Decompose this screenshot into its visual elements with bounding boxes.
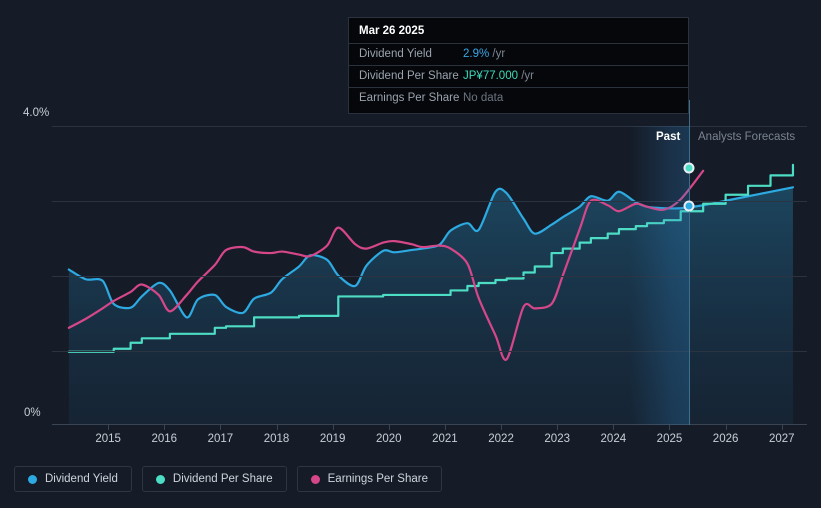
y-axis-label-min: 0% (24, 407, 41, 419)
legend-dot-icon (310, 474, 320, 484)
tooltip-row-value: No data (463, 92, 504, 104)
dividend-yield-area-fill (68, 187, 793, 425)
x-axis-tick-2019 (332, 425, 334, 430)
x-axis-tick-2025 (669, 425, 671, 430)
gridline-3-0 (52, 201, 807, 202)
x-axis-tick-2018 (276, 425, 278, 430)
x-axis-tick-2017 (220, 425, 222, 430)
legend-dot-icon (155, 474, 165, 484)
x-axis-label-2026: 2026 (712, 433, 739, 445)
x-axis-label-2023: 2023 (544, 433, 570, 445)
tooltip-rows: Dividend Yield 2.9% /yr Dividend Per Share… (349, 43, 688, 109)
x-axis-label-2025: 2025 (656, 433, 683, 445)
x-axis-label-2018: 2018 (263, 433, 290, 445)
data-tooltip: Mar 26 2025 Dividend Yield 2.9% /yr Divide… (348, 17, 689, 114)
forecast-divider-line (689, 100, 690, 425)
series-lines (67, 163, 795, 361)
x-axis-tick-2020 (388, 425, 390, 430)
tooltip-row: Dividend Yield 2.9% /yr (349, 43, 688, 65)
chart-plot-area (52, 126, 807, 425)
dividend-yield-marker (683, 200, 695, 212)
tooltip-date: Mar 26 2025 (359, 25, 425, 37)
x-axis-label-2016: 2016 (151, 433, 178, 445)
x-axis-label-2021: 2021 (432, 433, 458, 445)
gridline-0 (52, 424, 807, 425)
y-axis-label-max: 4.0% (23, 107, 50, 119)
x-axis-tick-2024 (613, 425, 615, 430)
tooltip-row-label: Dividend Yield (359, 48, 432, 60)
x-axis-tick-2026 (725, 425, 727, 430)
gridline-2-0 (52, 276, 807, 277)
earnings-per-share-line (67, 169, 705, 361)
x-axis-label-2024: 2024 (600, 433, 627, 445)
x-axis-label-2027: 2027 (768, 433, 795, 445)
tooltip-row: Earnings Per Share No data (349, 87, 688, 109)
legend-item-dividend-per-share[interactable]: Dividend Per Share (141, 466, 287, 492)
tooltip-row: Dividend Per Share JP¥77.000 /yr (349, 65, 688, 87)
chart-legend: Dividend Yield Dividend Per Share Earnings… (14, 466, 442, 492)
tooltip-row-label: Earnings Per Share (359, 92, 460, 104)
tooltip-row-value: 2.9% /yr (463, 48, 506, 60)
legend-item-label: Earnings Per Share (327, 473, 428, 485)
x-axis-tick-2023 (557, 425, 559, 430)
tooltip-row-value: JP¥77.000 /yr (463, 70, 534, 82)
dividend-yield-line (67, 186, 795, 319)
tooltip-row-label: Dividend Per Share (359, 70, 459, 82)
x-axis-tick-2021 (444, 425, 446, 430)
x-axis-tick-2027 (781, 425, 783, 430)
x-axis-label-2019: 2019 (319, 433, 346, 445)
legend-dot-icon (28, 474, 37, 484)
x-axis-tick-2016 (164, 425, 166, 430)
gridline-4-0 (52, 126, 807, 127)
legend-item-earnings-per-share[interactable]: Earnings Per Share (296, 466, 442, 492)
x-axis-label-2015: 2015 (95, 433, 121, 445)
legend-item-label: Dividend Yield (45, 473, 118, 485)
dividend-yield-area (68, 187, 793, 425)
series-canvas (67, 163, 795, 425)
legend-item-dividend-yield[interactable]: Dividend Yield (14, 466, 132, 492)
x-axis-label-2017: 2017 (207, 433, 234, 445)
x-axis-tick-2022 (501, 425, 503, 430)
x-axis-tick-2015 (108, 425, 110, 430)
x-axis-label-2022: 2022 (488, 433, 514, 445)
analysts-forecasts-label: Analysts Forecasts (698, 131, 796, 143)
dividend-per-share-line (67, 163, 795, 353)
dividend-per-share-marker (683, 162, 695, 174)
gridline-1-0 (52, 351, 807, 352)
x-axis: 2015 2016 2017 2018 2019 2020 2021 2022 2023 2024… (52, 425, 807, 455)
x-axis-label-2020: 2020 (376, 433, 402, 445)
legend-item-label: Dividend Per Share (172, 473, 273, 485)
